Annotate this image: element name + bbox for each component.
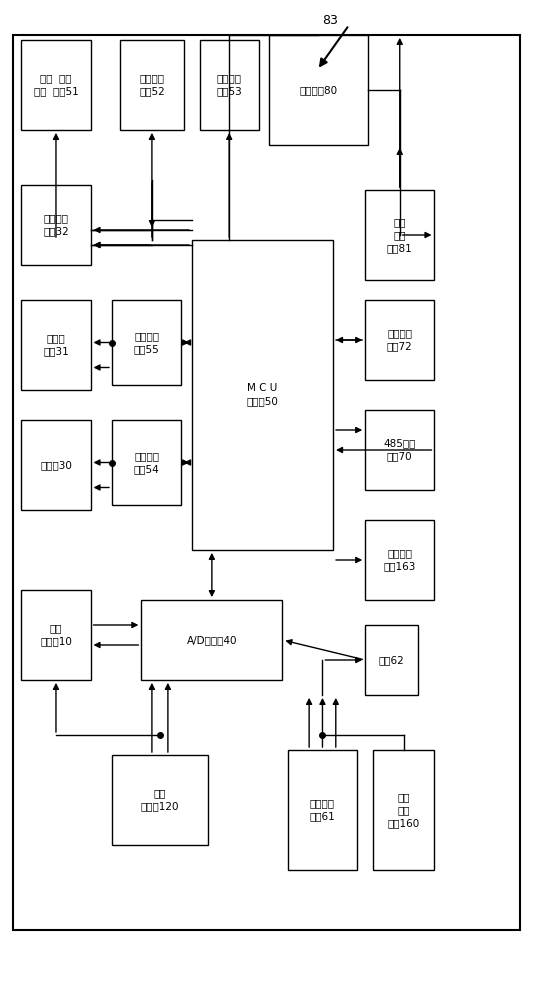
Text: 操作按键
模块52: 操作按键 模块52 [139,73,165,97]
Bar [120,40,184,130]
Bar [21,40,91,130]
Text: A/D转换捧40: A/D转换捧40 [187,635,237,645]
Bar [365,625,418,695]
Text: 用户  设置
窗口  模块51: 用户 设置 窗口 模块51 [34,73,78,97]
Bar [21,300,91,390]
Bar [373,750,434,870]
Bar [21,420,91,510]
Bar [269,35,368,145]
Bar [112,420,181,505]
Bar [365,300,434,380]
Text: 继电器30: 继电器30 [40,460,72,470]
Bar [365,410,434,490]
Text: M C U
控制唂50: M C U 控制唂50 [247,383,278,407]
Text: 带电指示
模块163: 带电指示 模块163 [384,548,416,572]
Text: 第一控制
机槄54: 第一控制 机槄54 [134,451,159,474]
Text: 485通讯
接口70: 485通讯 接口70 [384,438,416,462]
Text: 各自装置80: 各自装置80 [300,85,337,95]
Bar [13,35,520,930]
Bar [21,590,91,680]
Text: 滤波62: 滤波62 [379,655,405,665]
Bar [365,190,434,280]
Bar [112,755,208,845]
Text: 状态指示
模块32: 状态指示 模块32 [43,213,69,237]
Bar [192,240,333,550]
Bar [112,300,181,385]
Bar [365,520,434,600]
Text: 分合闸
模块31: 分合闸 模块31 [43,333,69,357]
Text: 83: 83 [322,13,338,26]
Text: 电源
储能
模块81: 电源 储能 模块81 [387,217,413,253]
Bar [21,185,91,265]
Text: 零序
互感器10: 零序 互感器10 [40,623,72,647]
Bar [200,40,259,130]
Text: 无线控制
接口72: 无线控制 接口72 [387,328,413,352]
Bar [288,750,357,870]
Text: 第二控制
机槄55: 第二控制 机槄55 [134,331,159,354]
Text: 光电隔离
装置61: 光电隔离 装置61 [310,798,335,822]
Text: 电流
互感器120: 电流 互感器120 [141,788,179,812]
Text: 声光报警
模块53: 声光报警 模块53 [216,73,242,97]
Text: 电能
采样
模块160: 电能 采样 模块160 [387,792,420,828]
Bar [141,600,282,680]
